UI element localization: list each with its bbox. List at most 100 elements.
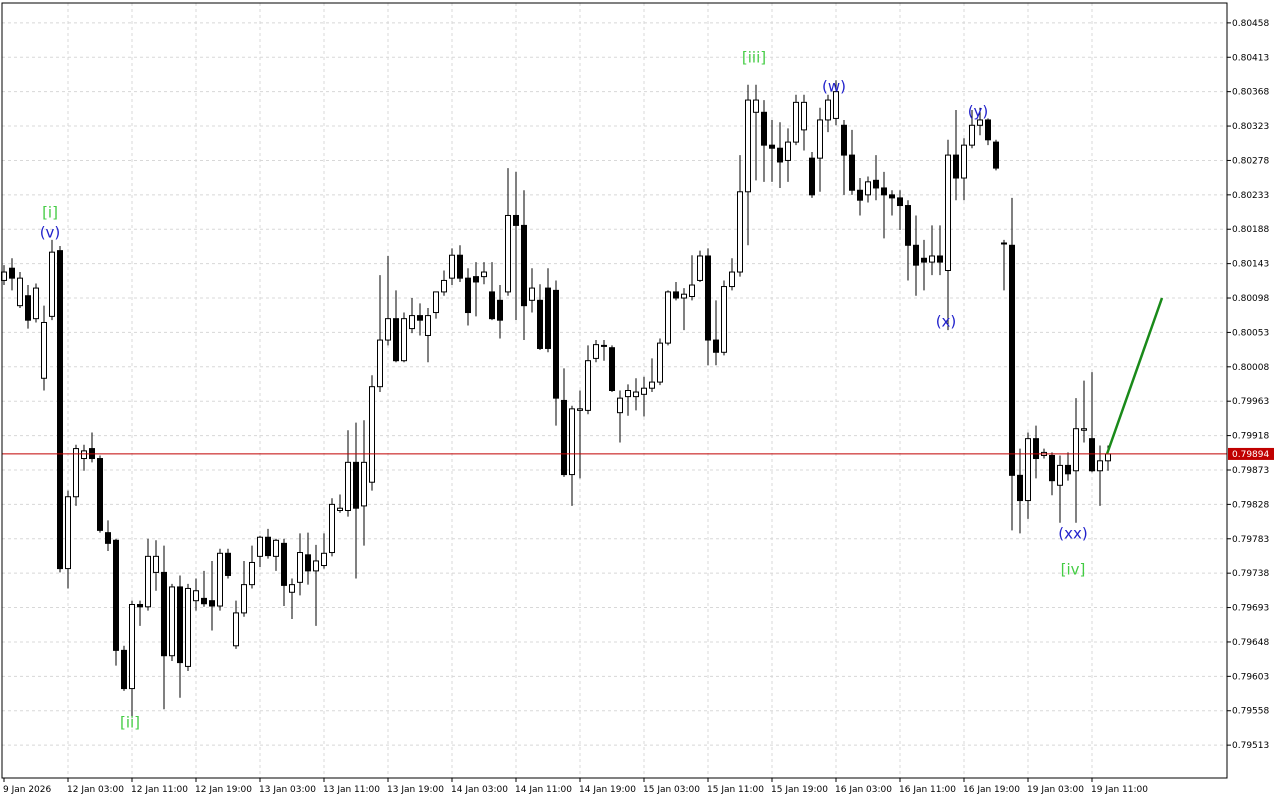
candle-body <box>825 99 831 121</box>
candle-body <box>57 250 63 570</box>
candle-body <box>833 91 839 119</box>
candle-body <box>25 295 31 321</box>
candle-body <box>697 255 703 281</box>
y-tick-label: 0.79558 <box>1232 707 1269 717</box>
candle-body <box>1009 244 1015 476</box>
candle-body <box>329 503 335 554</box>
x-tick-label: 13 Jan 03:00 <box>259 785 316 795</box>
candle-body <box>401 318 407 362</box>
candle-body <box>169 586 175 657</box>
candle-body <box>417 315 423 321</box>
y-tick-label: 0.79603 <box>1232 672 1269 682</box>
candle-body <box>1073 428 1079 472</box>
candle-body <box>1049 454 1055 482</box>
candle-body <box>529 287 535 301</box>
y-tick-label: 0.80008 <box>1232 363 1269 373</box>
x-tick-label: 12 Jan 11:00 <box>131 785 188 795</box>
y-tick-label: 0.80143 <box>1232 260 1269 270</box>
candle-body <box>817 119 823 159</box>
candle-body <box>897 197 903 207</box>
candle-body <box>545 287 551 349</box>
candle-body <box>497 299 503 321</box>
candle-body <box>593 344 599 359</box>
candle-body <box>1001 242 1007 245</box>
x-tick-label: 12 Jan 19:00 <box>195 785 252 795</box>
candle-body <box>209 600 215 607</box>
candle-body <box>457 254 463 279</box>
y-tick-label: 0.80233 <box>1232 191 1269 201</box>
candle-body <box>777 147 783 163</box>
x-tick-label: 13 Jan 19:00 <box>387 785 444 795</box>
candle-body <box>521 224 527 307</box>
candle-body <box>793 101 799 143</box>
candle-body <box>225 552 231 576</box>
y-tick-label: 0.80368 <box>1232 88 1269 98</box>
candle-body <box>473 276 479 283</box>
candle-body <box>369 386 375 483</box>
candle-body <box>633 391 639 398</box>
candle-body <box>809 157 815 196</box>
candle-body <box>961 144 967 179</box>
candle-body <box>9 267 15 279</box>
candle-body <box>217 552 223 607</box>
candle-body <box>577 408 583 411</box>
candle-body <box>1057 464 1063 486</box>
candle-body <box>993 141 999 169</box>
x-tick-label: 9 Jan 2026 <box>3 785 51 795</box>
wave-label: [iii] <box>742 49 766 67</box>
candle-body <box>745 99 751 193</box>
y-tick-label: 0.79783 <box>1232 535 1269 545</box>
candle-body <box>449 254 455 279</box>
candles <box>1 80 1111 717</box>
candle-body <box>681 293 687 299</box>
x-tick-label: 19 Jan 11:00 <box>1091 785 1148 795</box>
plot-frame <box>1 2 1228 779</box>
y-tick-label: 0.79693 <box>1232 604 1269 614</box>
candle-body <box>641 387 647 395</box>
candle-body <box>41 321 47 379</box>
candle-body <box>1081 428 1087 431</box>
candle-body <box>81 450 87 460</box>
candle-body <box>913 244 919 266</box>
candle-body <box>953 154 959 179</box>
candle-body <box>153 555 159 573</box>
y-tick-label: 0.80188 <box>1232 225 1269 235</box>
candle-body <box>17 277 23 307</box>
candle-body <box>769 144 775 149</box>
candle-body <box>721 286 727 353</box>
y-tick-label: 0.79648 <box>1232 638 1269 648</box>
candle-body <box>97 458 103 531</box>
candle-body <box>481 271 487 278</box>
candle-body <box>889 194 895 199</box>
candle-body <box>201 597 207 605</box>
candle-body <box>665 291 671 344</box>
candle-body <box>409 315 415 330</box>
y-tick-label: 0.79738 <box>1232 569 1269 579</box>
y-tick-label: 0.79513 <box>1232 741 1269 751</box>
x-tick-label: 14 Jan 11:00 <box>515 785 572 795</box>
x-tick-label: 12 Jan 03:00 <box>67 785 124 795</box>
candle-body <box>513 214 519 226</box>
candle-body <box>921 257 927 263</box>
candle-body <box>689 284 695 297</box>
wave-label: [ii] <box>120 714 140 732</box>
candle-body <box>1017 474 1023 502</box>
candle-body <box>241 584 247 614</box>
candle-body <box>297 552 303 583</box>
x-tick-label: 19 Jan 03:00 <box>1027 785 1084 795</box>
candle-body <box>137 604 143 608</box>
candle-body <box>649 381 655 389</box>
candle-body <box>937 255 943 263</box>
candle-body <box>105 532 111 544</box>
candle-body <box>1025 438 1031 502</box>
x-tick-label: 15 Jan 03:00 <box>643 785 700 795</box>
candle-body <box>1033 438 1039 460</box>
candle-body <box>657 342 663 383</box>
candle-body <box>281 542 287 586</box>
wave-label: (y) <box>968 103 989 121</box>
candle-body <box>361 461 367 507</box>
y-tick-label: 0.80098 <box>1232 294 1269 304</box>
x-tick-label: 15 Jan 11:00 <box>707 785 764 795</box>
